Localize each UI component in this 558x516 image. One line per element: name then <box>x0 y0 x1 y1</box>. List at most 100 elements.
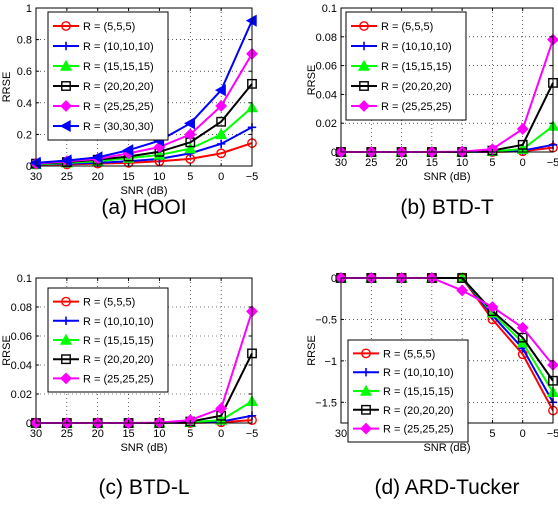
legend-label: R = (5,5,5) <box>83 21 135 33</box>
legend-marker <box>59 59 73 71</box>
legend-marker <box>361 348 371 359</box>
data-point <box>486 301 499 313</box>
data-point <box>516 123 529 135</box>
data-point <box>216 116 227 127</box>
y-axis-label: RRSE <box>1 72 13 103</box>
x-tick-label: 30 <box>335 428 347 440</box>
series-line <box>35 20 253 164</box>
x-axis-label: SNR (dB) <box>423 442 470 454</box>
data-point <box>184 128 197 141</box>
data-point <box>216 139 226 149</box>
legend-marker <box>59 119 71 133</box>
legend-label: R = (25,25,25) <box>83 373 154 385</box>
chart-panel-1: 30 25 20 15 10 5 0 −5 0 0.2 0.4 0.6 0.8 1 SNR (dB) RRSE… <box>1 3 258 219</box>
x-axis-label: SNR (dB) <box>423 171 470 183</box>
x-tick-label: −5 <box>246 428 259 440</box>
x-tick-label: −5 <box>246 171 259 183</box>
y-tick-label: 0.1 <box>322 3 337 15</box>
panel-caption: (c) BTD-L <box>99 476 190 499</box>
y-tick-label: 0.4 <box>17 98 32 110</box>
y-tick-label: 0.04 <box>11 360 32 372</box>
legend-label: R = (20,20,20) <box>83 81 154 93</box>
x-tick-label: 0 <box>218 428 224 440</box>
legend-label: R = (5,5,5) <box>83 297 135 309</box>
legend-item: R = (25,25,25) <box>53 372 154 385</box>
x-tick-label: 5 <box>187 171 193 183</box>
legend-marker <box>61 296 71 307</box>
legend: R = (5,5,5) R = (10,10,10) R = (15,15,15) R… <box>47 287 169 393</box>
y-tick-label: 0.06 <box>316 61 337 73</box>
legend-marker <box>361 368 371 377</box>
chart-panel-3: 30 25 20 15 10 5 0 −5 0 0.02 0.04 0.06 0.08 0.1 SNR (d… <box>1 273 258 499</box>
legend-label: R = (15,15,15) <box>83 61 154 73</box>
data-point <box>456 284 469 297</box>
y-tick-label: 0.2 <box>17 129 32 141</box>
legend: R = (5,5,5) R = (10,10,10) R = (15,15,15) R… <box>345 11 467 121</box>
y-axis-label: RRSE <box>306 335 318 366</box>
x-tick-label: 15 <box>426 157 438 169</box>
legend-marker <box>61 354 71 365</box>
x-tick-label: 10 <box>456 157 468 169</box>
y-tick-label: 0.1 <box>17 273 32 285</box>
data-point <box>215 402 228 415</box>
data-point <box>215 128 228 140</box>
legend-item: R = (25,25,25) <box>53 100 154 113</box>
legend-item: R = (25,25,25) <box>351 100 452 113</box>
y-tick-label: −0.5 <box>315 314 337 326</box>
legend-item: R = (15,15,15) <box>351 59 452 73</box>
y-tick-label: 0.08 <box>11 302 32 314</box>
data-point <box>122 144 134 157</box>
x-tick-label: −5 <box>547 157 558 169</box>
y-tick-label: 0.08 <box>316 32 337 44</box>
legend-box <box>47 11 169 141</box>
y-tick-label: −1 <box>324 356 337 368</box>
y-axis-label: RRSE <box>1 335 13 366</box>
x-tick-label: 30 <box>30 428 42 440</box>
x-tick-label: −5 <box>547 428 558 440</box>
legend-item: R = (30,30,30) <box>53 119 154 133</box>
data-point <box>153 148 166 160</box>
axes-frame <box>35 7 253 167</box>
legend-label: R = (15,15,15) <box>381 61 452 73</box>
y-tick-label: 0 <box>26 418 32 430</box>
legend-marker <box>359 41 369 51</box>
legend-marker <box>60 372 72 385</box>
legend-marker <box>61 21 71 31</box>
legend-item: R = (20,20,20) <box>53 81 154 93</box>
x-tick-label: 0 <box>520 157 526 169</box>
data-point <box>215 100 228 112</box>
x-tick-label: 20 <box>92 428 104 440</box>
y-tick-label: 0.04 <box>316 89 337 101</box>
legend-label: R = (25,25,25) <box>83 101 154 113</box>
x-tick-label: 30 <box>30 171 42 183</box>
y-tick-label: 0.02 <box>11 389 32 401</box>
legend-label: R = (5,5,5) <box>383 348 435 360</box>
y-tick-label: 0.02 <box>316 118 337 130</box>
x-tick-label: 20 <box>92 171 104 183</box>
legend-marker <box>59 333 73 345</box>
legend-marker <box>357 59 371 71</box>
y-tick-label: −1.5 <box>315 397 337 409</box>
legend-marker <box>360 422 372 435</box>
y-tick-label: 0 <box>331 273 337 285</box>
legend-item: R = (25,25,25) <box>353 422 454 436</box>
x-tick-label: 25 <box>61 428 73 440</box>
legend-marker <box>61 81 71 91</box>
legend-label: R = (15,15,15) <box>383 386 454 398</box>
data-point <box>516 321 529 334</box>
legend-marker <box>60 100 72 112</box>
legend-label: R = (20,20,20) <box>381 81 452 93</box>
panel-caption: (a) HOOI <box>101 196 186 219</box>
data-point <box>184 117 195 130</box>
x-tick-label: 10 <box>153 428 165 440</box>
axes-frame <box>340 7 554 153</box>
panel-caption: (d) ARD-Tucker <box>374 476 519 499</box>
legend-marker <box>359 384 373 396</box>
legend-label: R = (20,20,20) <box>383 405 454 417</box>
legend-item: R = (10,10,10) <box>53 41 154 53</box>
y-tick-label: 0.06 <box>11 331 32 343</box>
legend-label: R = (15,15,15) <box>83 335 154 347</box>
y-tick-label: 1 <box>26 3 32 15</box>
y-tick-label: 0.6 <box>17 66 32 78</box>
